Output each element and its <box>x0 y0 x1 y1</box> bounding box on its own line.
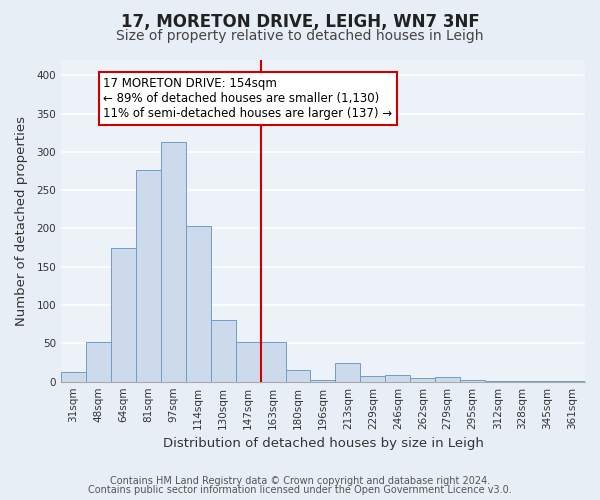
Bar <box>485 381 510 382</box>
Bar <box>136 170 161 382</box>
X-axis label: Distribution of detached houses by size in Leigh: Distribution of detached houses by size … <box>163 437 484 450</box>
Text: Contains HM Land Registry data © Crown copyright and database right 2024.: Contains HM Land Registry data © Crown c… <box>110 476 490 486</box>
Bar <box>335 362 361 382</box>
Y-axis label: Number of detached properties: Number of detached properties <box>15 116 28 326</box>
Bar <box>560 381 585 382</box>
Bar <box>61 372 86 382</box>
Bar <box>211 320 236 382</box>
Text: 17 MORETON DRIVE: 154sqm
← 89% of detached houses are smaller (1,130)
11% of sem: 17 MORETON DRIVE: 154sqm ← 89% of detach… <box>103 77 392 120</box>
Bar <box>310 380 335 382</box>
Bar <box>385 375 410 382</box>
Bar <box>260 342 286 382</box>
Bar <box>111 248 136 382</box>
Bar <box>410 378 435 382</box>
Bar <box>510 381 535 382</box>
Bar <box>236 342 260 382</box>
Bar <box>286 370 310 382</box>
Bar <box>186 226 211 382</box>
Bar <box>460 380 485 382</box>
Bar <box>435 377 460 382</box>
Bar <box>161 142 186 382</box>
Text: 17, MORETON DRIVE, LEIGH, WN7 3NF: 17, MORETON DRIVE, LEIGH, WN7 3NF <box>121 12 479 30</box>
Bar <box>535 381 560 382</box>
Bar <box>86 342 111 382</box>
Text: Contains public sector information licensed under the Open Government Licence v3: Contains public sector information licen… <box>88 485 512 495</box>
Text: Size of property relative to detached houses in Leigh: Size of property relative to detached ho… <box>116 29 484 43</box>
Bar <box>361 376 385 382</box>
